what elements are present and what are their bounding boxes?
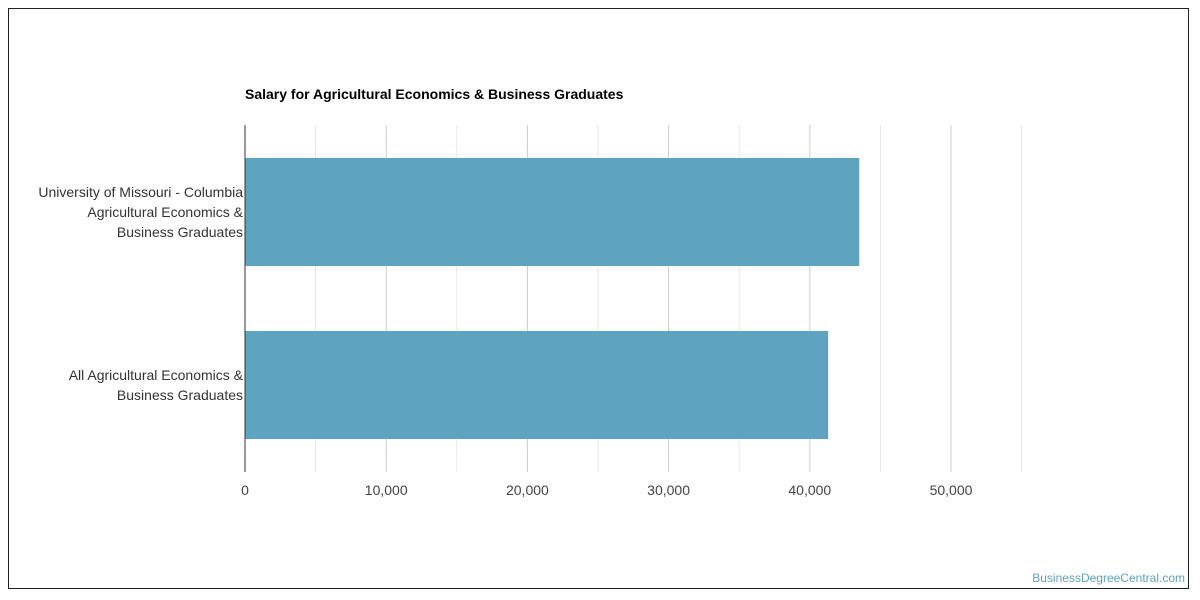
chart-title: Salary for Agricultural Economics & Busi… [245, 86, 624, 102]
x-tick-label: 20,000 [506, 482, 549, 498]
category-label: All Agricultural Economics & Business Gra… [69, 367, 244, 403]
x-tick-label: 50,000 [930, 482, 973, 498]
bar-0[interactable] [245, 158, 860, 266]
watermark[interactable]: BusinessDegreeCentral.com [1032, 571, 1185, 585]
x-tick-labels: 0 10,000 20,000 30,000 40,000 50,000 [241, 482, 973, 498]
x-tick-label: 10,000 [365, 482, 408, 498]
category-label: University of Missouri - Columbia Agricul… [38, 184, 243, 240]
category-labels: University of Missouri - Columbia Agricul… [38, 184, 243, 403]
x-tick-label: 30,000 [647, 482, 690, 498]
x-tick-label: 0 [241, 482, 249, 498]
x-tick-label: 40,000 [788, 482, 831, 498]
bar-1[interactable] [245, 331, 829, 439]
bars [245, 158, 860, 439]
